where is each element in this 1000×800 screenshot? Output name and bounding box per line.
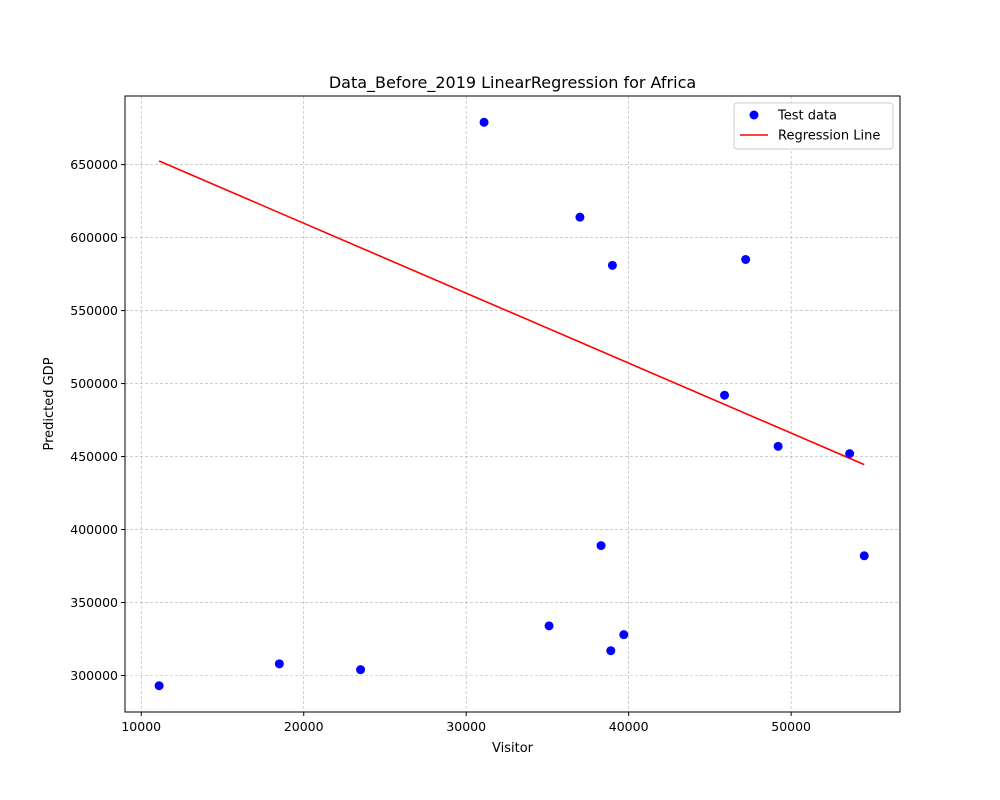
data-point	[859, 551, 869, 561]
points-layer	[154, 117, 869, 691]
grid-layer	[125, 96, 900, 712]
x-tick-label: 30000	[446, 719, 486, 734]
regression-line	[158, 160, 865, 466]
y-tick-label: 500000	[70, 376, 118, 391]
data-point	[154, 681, 164, 691]
x-tick-label: 40000	[609, 719, 649, 734]
data-point	[274, 659, 284, 669]
y-tick-label: 450000	[70, 449, 118, 464]
data-point	[356, 665, 366, 675]
data-point	[596, 541, 606, 551]
data-point	[479, 117, 489, 127]
data-point	[544, 621, 554, 631]
y-tick-label: 650000	[70, 157, 118, 172]
x-tick-label: 10000	[121, 719, 161, 734]
ticks-layer: 10000 20000 30000 40000 50000 300000 350000 400…	[70, 157, 811, 734]
y-tick-label: 350000	[70, 595, 118, 610]
legend-entry-label: Test data	[777, 109, 837, 124]
y-axis-label: Predicted GDP	[42, 357, 57, 450]
data-point	[720, 390, 730, 400]
y-tick-label: 600000	[70, 230, 118, 245]
y-tick-label: 550000	[70, 303, 118, 318]
data-point	[773, 441, 783, 451]
plot-frame	[124, 95, 901, 713]
data-point	[619, 630, 629, 640]
data-point	[606, 646, 616, 656]
y-tick-label: 400000	[70, 522, 118, 537]
legend-box	[733, 102, 894, 150]
x-tick-label: 50000	[771, 719, 811, 734]
data-point	[607, 260, 617, 270]
data-point	[845, 449, 855, 459]
legend: Test data Regression Line	[733, 102, 894, 150]
x-axis-label: Visitor	[492, 741, 534, 756]
legend-point-swatch	[749, 110, 759, 120]
x-tick-label: 20000	[284, 719, 324, 734]
data-point	[741, 254, 751, 264]
chart-title: Data_Before_2019 LinearRegression for Af…	[329, 73, 696, 93]
line-layer	[158, 160, 865, 466]
y-tick-label: 300000	[70, 668, 118, 683]
legend-entry-label: Regression Line	[778, 129, 880, 144]
data-point	[575, 212, 585, 222]
